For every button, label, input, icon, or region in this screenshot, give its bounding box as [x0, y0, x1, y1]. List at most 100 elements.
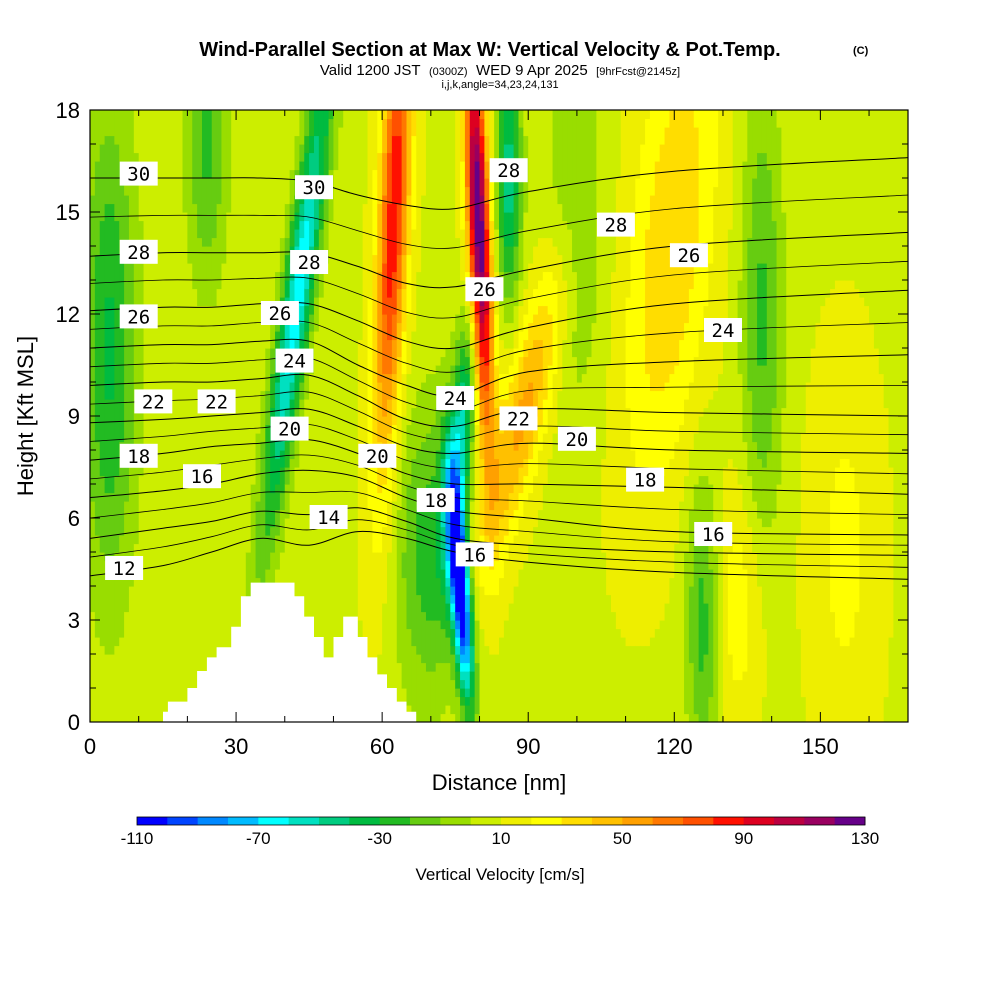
velocity-cell [508, 543, 515, 604]
velocity-cell [279, 450, 286, 468]
velocity-cell [94, 110, 101, 162]
colorbar-swatch [683, 817, 714, 825]
velocity-cell [440, 569, 447, 596]
velocity-cell [693, 713, 700, 722]
velocity-cell [766, 526, 773, 722]
velocity-cell [533, 110, 539, 247]
velocity-cell [109, 110, 115, 137]
velocity-cell [430, 110, 437, 375]
velocity-cell [494, 535, 500, 562]
velocity-cell [469, 110, 476, 137]
velocity-cell [309, 110, 315, 137]
velocity-cell [508, 365, 515, 383]
velocity-cell [469, 611, 476, 647]
velocity-cell [284, 110, 291, 205]
velocity-cell [435, 662, 442, 722]
velocity-cell [849, 110, 856, 281]
velocity-cell [333, 110, 339, 171]
velocity-cell [284, 254, 291, 281]
velocity-cell [201, 305, 208, 722]
velocity-cell [810, 348, 817, 722]
velocity-cell [275, 331, 281, 358]
velocity-cell [119, 637, 125, 722]
velocity-cell [518, 331, 524, 358]
velocity-cell [255, 501, 262, 579]
velocity-cell [567, 229, 573, 722]
contour-label: 18 [626, 467, 665, 492]
velocity-cell [460, 654, 466, 664]
velocity-cell [348, 110, 354, 722]
velocity-cell [318, 263, 325, 298]
velocity-cell [201, 178, 208, 247]
velocity-cell [104, 492, 111, 562]
velocity-cell [503, 424, 510, 511]
velocity-cell [124, 110, 130, 196]
velocity-cell [104, 297, 111, 400]
velocity-cell [328, 110, 335, 120]
velocity-cell [513, 305, 520, 332]
velocity-cell [284, 484, 291, 519]
velocity-cell [294, 339, 300, 358]
velocity-cell [440, 526, 447, 570]
velocity-cell [425, 484, 432, 621]
velocity-cell [455, 611, 461, 621]
velocity-cell [372, 110, 378, 171]
velocity-cell [460, 348, 466, 366]
velocity-cell [659, 620, 666, 722]
velocity-cell [450, 450, 456, 460]
velocity-cell [201, 246, 208, 307]
velocity-cell [533, 339, 539, 417]
velocity-cell [747, 390, 753, 477]
contour-label-text: 12 [113, 558, 136, 580]
velocity-cell [684, 110, 690, 324]
velocity-cell [406, 195, 412, 256]
velocity-cell [494, 314, 500, 366]
velocity-cell [294, 433, 300, 468]
velocity-cell [489, 594, 495, 655]
velocity-cell [503, 535, 510, 562]
velocity-cell [294, 110, 300, 137]
velocity-cell [732, 679, 739, 722]
velocity-cell [299, 399, 305, 434]
velocity-cell [757, 110, 763, 154]
velocity-cell [537, 450, 544, 511]
velocity-cell [547, 407, 554, 460]
velocity-cell [299, 382, 305, 400]
velocity-cell [460, 671, 466, 681]
velocity-cell [279, 365, 286, 417]
velocity-cell [284, 467, 291, 485]
velocity-cell [508, 271, 515, 298]
contour-label-bg [105, 556, 144, 580]
contour-label: 20 [358, 443, 397, 468]
velocity-cell [445, 705, 451, 722]
velocity-cell [425, 373, 432, 434]
velocity-cell [499, 577, 505, 638]
velocity-cell [572, 271, 578, 332]
velocity-cell [523, 424, 529, 460]
velocity-cell [128, 586, 135, 722]
velocity-cell [469, 305, 476, 324]
velocity-cell [654, 161, 661, 392]
velocity-cell [484, 560, 490, 596]
velocity-cell [547, 365, 554, 409]
velocity-cell [206, 178, 213, 247]
velocity-cell [844, 645, 851, 722]
velocity-cell [391, 314, 398, 341]
velocity-cell [445, 637, 451, 664]
velocity-cell [187, 263, 193, 722]
velocity-cell [455, 433, 461, 451]
velocity-cell [542, 484, 549, 722]
velocity-cell [387, 152, 393, 205]
velocity-cell [396, 382, 403, 417]
velocity-cell [464, 246, 471, 273]
velocity-cell [109, 297, 115, 400]
velocity-cell [440, 416, 447, 443]
velocity-cell [450, 628, 456, 647]
velocity-cell [455, 110, 461, 239]
velocity-cell [128, 450, 135, 587]
velocity-cell [494, 560, 500, 596]
velocity-cell [640, 110, 646, 145]
velocity-cell [411, 458, 417, 647]
velocity-cell [625, 645, 632, 722]
velocity-cell [109, 135, 115, 205]
